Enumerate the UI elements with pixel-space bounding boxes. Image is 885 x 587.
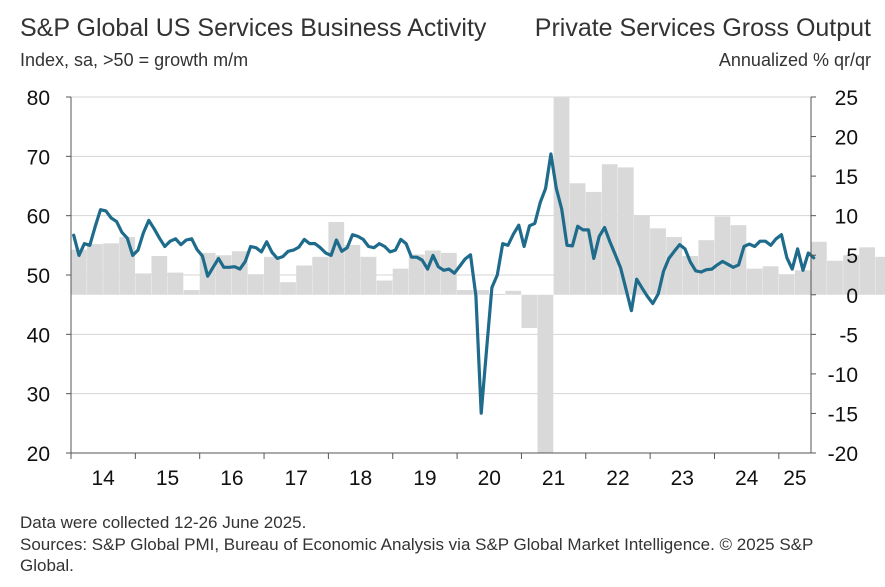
bar [794, 270, 811, 295]
bar [762, 266, 779, 295]
bar [489, 293, 506, 295]
right-tick-label: 15 [835, 166, 858, 189]
bar [103, 243, 119, 295]
bar [151, 256, 168, 295]
bar [167, 272, 184, 295]
bar [843, 255, 859, 295]
line-series-path [72, 152, 816, 415]
bar [666, 237, 682, 295]
footnote-sources: Sources: S&P Global PMI, Bureau of Econo… [20, 535, 814, 575]
right-tick-label: -15 [828, 403, 858, 426]
x-tick-label: 18 [349, 467, 372, 490]
left-tick-label: 30 [27, 384, 50, 407]
x-tick-label: 19 [413, 467, 436, 490]
right-tick-label: 10 [835, 206, 858, 229]
bar [183, 290, 200, 295]
left-tick-label: 60 [27, 206, 50, 229]
left-tick-label: 70 [27, 146, 50, 169]
right-tick-label: -10 [828, 364, 858, 387]
x-tick-label: 15 [156, 467, 179, 490]
bar [859, 247, 876, 295]
right-tick-label: 5 [846, 245, 858, 268]
x-tick-label: 20 [478, 467, 501, 490]
bar [585, 191, 602, 295]
bar [71, 249, 87, 295]
bar [778, 274, 795, 295]
bar [505, 290, 522, 295]
left-tick-label: 80 [27, 87, 50, 110]
x-tick-label: 16 [220, 467, 243, 490]
bar [264, 256, 280, 295]
right-axis-labels: 25 20 15 10 5 0 -5 -10 -15 -20 [828, 87, 858, 466]
footnote-collection: Data were collected 12-26 June 2025. [20, 513, 307, 532]
x-tick-label: 22 [606, 467, 629, 490]
x-axis-labels: 14 15 16 17 18 19 20 21 22 23 24 25 [91, 467, 806, 490]
right-tick-label: 0 [846, 285, 858, 308]
right-tick-label: -20 [828, 443, 858, 466]
bar [344, 244, 361, 295]
x-tick-label: 21 [542, 467, 565, 490]
bar [119, 237, 136, 295]
x-tick-label: 24 [735, 467, 759, 490]
bar [650, 228, 666, 295]
bar [553, 97, 570, 295]
x-tick-label: 23 [671, 467, 694, 490]
x-tick-label: 25 [783, 467, 806, 490]
bar [601, 164, 618, 295]
bar [827, 260, 843, 295]
bar [376, 280, 393, 295]
left-tick-label: 40 [27, 324, 50, 347]
axes [66, 96, 816, 459]
bar [634, 215, 650, 295]
right-tick-label: 20 [835, 127, 858, 150]
left-tick-label: 20 [27, 443, 50, 466]
left-tick-label: 50 [27, 265, 50, 288]
bar [617, 167, 634, 295]
bar [280, 282, 296, 295]
right-title: Private Services Gross Output [534, 14, 871, 42]
right-tick-label: -5 [839, 324, 858, 347]
bar [698, 240, 715, 295]
bar [746, 268, 763, 295]
bar [392, 268, 409, 295]
bar [875, 256, 885, 295]
right-subtitle: Annualized % qr/qr [718, 50, 871, 70]
bar [811, 241, 827, 295]
bar [521, 294, 538, 329]
left-title: S&P Global US Services Business Activity [20, 14, 487, 42]
left-axis-labels: 80 70 60 50 40 30 20 [27, 87, 50, 466]
bar [87, 244, 103, 295]
bar [215, 255, 232, 295]
bar [360, 256, 377, 295]
left-subtitle: Index, sa, >50 = growth m/m [20, 50, 249, 70]
x-tick-label: 14 [91, 467, 115, 490]
bar [473, 290, 489, 295]
bar [296, 265, 312, 295]
bar [537, 294, 554, 453]
bar [714, 216, 731, 295]
bar [569, 183, 586, 295]
bar [328, 221, 345, 295]
bar [247, 274, 264, 295]
bar [312, 256, 329, 295]
bar [457, 290, 473, 295]
line-series [72, 152, 816, 415]
bar [408, 254, 425, 295]
bar [441, 252, 457, 295]
bar [135, 273, 152, 295]
right-tick-label: 25 [835, 87, 858, 110]
x-tick-label: 17 [285, 467, 308, 490]
